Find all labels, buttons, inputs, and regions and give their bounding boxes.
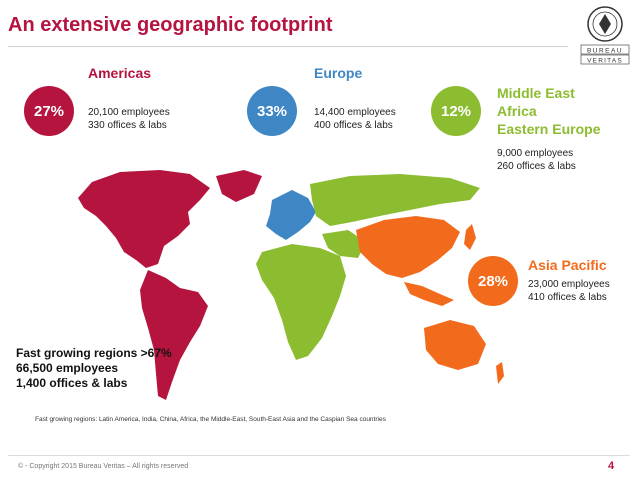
apac-percent-badge: 28%	[468, 256, 518, 306]
map-japan	[464, 224, 476, 250]
map-greenland	[216, 170, 262, 202]
map-new-zealand	[496, 362, 504, 384]
mea-details: 9,000 employees 260 offices & labs	[497, 148, 576, 172]
apac-name: Asia Pacific	[528, 257, 607, 273]
page-title: An extensive geographic footprint	[8, 14, 333, 36]
map-europe	[266, 190, 316, 240]
europe-percent-badge: 33%	[247, 86, 297, 136]
europe-name: Europe	[314, 65, 363, 81]
page-number: 4	[608, 460, 615, 472]
mea-percent-badge: 12%	[431, 86, 481, 136]
bureau-veritas-logo: BUREAU VERITAS	[578, 4, 632, 66]
europe-details: 14,400 employees 400 offices & labs	[314, 107, 396, 131]
mea-name: Middle East Africa Eastern Europe	[497, 85, 601, 137]
svg-text:VERITAS: VERITAS	[587, 58, 623, 65]
map-middle-east	[322, 230, 366, 258]
americas-percent-badge: 27%	[24, 86, 74, 136]
map-asia	[356, 216, 460, 278]
map-se-asia	[404, 282, 454, 306]
map-africa	[256, 244, 346, 360]
map-north-america	[78, 170, 210, 268]
copyright: © - Copyright 2015 Bureau Veritas – All …	[18, 463, 189, 470]
footnote: Fast growing regions: Latin America, Ind…	[35, 416, 386, 423]
americas-details: 20,100 employees 330 offices & labs	[88, 107, 170, 131]
world-map	[40, 160, 510, 410]
map-russia	[310, 174, 480, 226]
title-divider	[8, 46, 568, 47]
fast-growing-summary: Fast growing regions >67% 66,500 employee…	[16, 346, 172, 390]
americas-name: Americas	[88, 65, 152, 81]
footer-divider	[8, 455, 630, 456]
map-australia	[424, 320, 486, 370]
apac-details: 23,000 employees 410 offices & labs	[528, 279, 610, 303]
svg-text:BUREAU: BUREAU	[587, 48, 623, 55]
map-south-america	[140, 270, 208, 400]
